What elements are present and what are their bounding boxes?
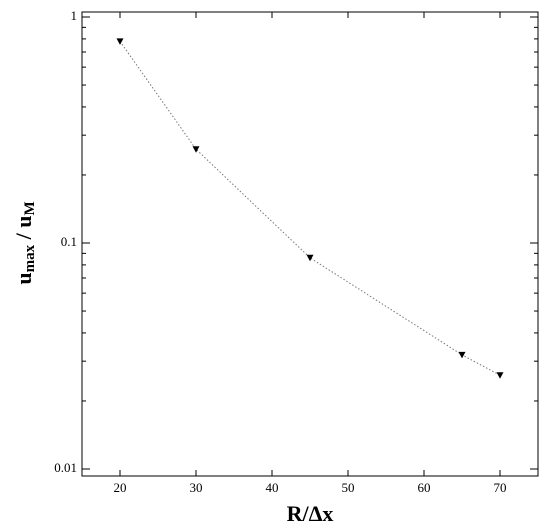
x-tick-label: 30 <box>190 480 203 495</box>
y-label-part: / u <box>11 216 36 245</box>
x-tick-label: 40 <box>266 480 279 495</box>
x-tick-label: 60 <box>418 480 431 495</box>
data-point <box>192 146 200 153</box>
x-tick-label: 50 <box>342 480 355 495</box>
plot-frame <box>81 11 539 477</box>
data-point <box>306 254 314 262</box>
y-label-sub: max <box>22 244 38 272</box>
data-point <box>458 351 466 359</box>
x-tick-label: 20 <box>114 480 127 495</box>
y-label-part: u <box>11 272 36 284</box>
y-tick-label: 1 <box>71 8 78 23</box>
x-axis-label: R/Δx <box>287 501 334 526</box>
y-tick-label: 0.01 <box>54 460 77 475</box>
series-line <box>119 41 501 376</box>
data-point <box>116 38 124 45</box>
data-point <box>496 372 504 379</box>
y-tick-label: 0.1 <box>61 234 77 249</box>
y-axis-label: umax / uM <box>11 201 38 284</box>
x-tick-label: 70 <box>494 480 507 495</box>
y-label-sub: M <box>22 201 38 215</box>
